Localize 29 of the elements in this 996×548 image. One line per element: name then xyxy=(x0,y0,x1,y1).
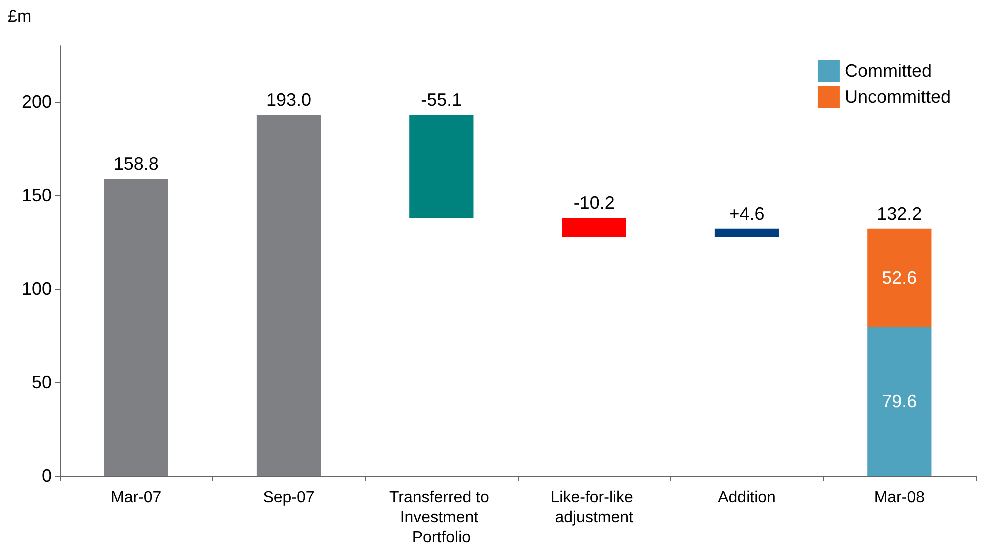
data-label: -55.1 xyxy=(421,90,462,110)
data-label: -10.2 xyxy=(574,193,615,214)
x-tick-label: Addition xyxy=(718,490,776,506)
y-tick-label: 0 xyxy=(42,466,52,486)
x-tick-label: Mar-08 xyxy=(874,490,926,506)
y-axis-title: £m xyxy=(8,7,32,26)
data-label: +4.6 xyxy=(729,204,765,224)
bar xyxy=(256,115,322,476)
data-label: 79.6 xyxy=(882,392,918,412)
bar xyxy=(104,179,168,476)
bar xyxy=(868,228,932,328)
x-tick-label: Transferred to Investment Portfolio xyxy=(389,490,494,546)
legend-label: Uncommitted xyxy=(844,87,951,107)
bar xyxy=(562,218,626,238)
data-label: 193.0 xyxy=(266,90,312,110)
bar xyxy=(714,228,780,238)
y-tick-label: 50 xyxy=(32,372,52,393)
legend-label: Committed xyxy=(844,61,932,81)
data-label: 52.6 xyxy=(882,268,918,288)
total-label: 132.2 xyxy=(877,204,922,224)
y-tick-label: 100 xyxy=(22,279,52,300)
bar xyxy=(868,327,932,476)
x-tick-label: Mar-07 xyxy=(110,490,162,506)
data-label: 158.8 xyxy=(114,154,159,174)
x-tick-label: Sep-07 xyxy=(263,490,315,506)
y-tick-label: 150 xyxy=(22,186,52,206)
y-tick-label: 200 xyxy=(22,92,52,112)
x-tick-label: Like-for-like adjustment xyxy=(550,490,638,526)
bar xyxy=(410,115,474,218)
